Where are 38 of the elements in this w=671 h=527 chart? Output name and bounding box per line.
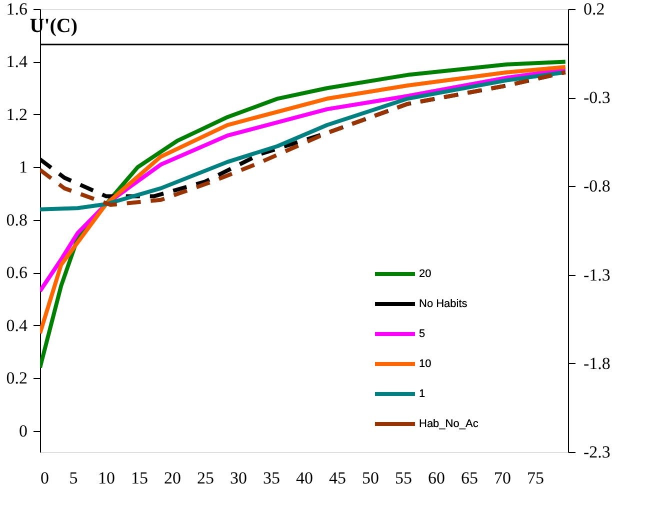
legend-label: 10 [419,358,432,370]
legend-label: Hab_No_Ac [419,418,479,430]
x-tick-label: 65 [461,468,478,488]
y-tick-label: 0.4 [6,316,28,335]
x-tick-label: 10 [98,468,115,488]
x-tick-label: 45 [329,468,346,488]
x-tick-label: 20 [164,468,181,488]
x-tick-label: 50 [362,468,379,488]
y2-tick-label: 0.2 [584,0,605,18]
y2-tick-label: -0.3 [584,88,610,108]
x-tick-label: 40 [296,468,313,488]
x-tick-label: 0 [40,468,49,488]
x-tick-label: 35 [263,468,280,488]
y-tick-label: 1.2 [6,104,28,124]
y-tick-label: 0 [19,421,28,440]
y-tick-label: 0.8 [6,210,28,230]
legend-label: No Habits [419,298,468,310]
y-tick-label: 0.2 [6,368,28,388]
y-tick-label: 1 [19,158,28,177]
y2-tick-label: -2.3 [584,442,610,462]
legend-label: 20 [419,268,432,280]
x-tick-label: 60 [428,468,445,488]
y-tick-label: 1.6 [6,0,28,18]
legend-label: 1 [419,388,426,400]
y2-tick-label: -1.3 [584,265,610,284]
x-tick-label: 5 [69,468,78,488]
x-tick-label: 55 [395,468,412,488]
y2-tick-label: -1.8 [584,354,610,373]
legend-label: 5 [419,328,426,340]
x-tick-label: 30 [230,468,247,488]
y-tick-label: 1.4 [6,52,28,72]
x-tick-label: 15 [131,468,148,488]
line-series [40,68,568,294]
x-tick-label: 75 [527,468,544,488]
x-tick-label: 70 [494,468,511,488]
y-tick-label: 0.6 [6,263,28,282]
y2-tick-label: -0.8 [584,176,610,196]
x-tick-label: 25 [197,468,214,488]
